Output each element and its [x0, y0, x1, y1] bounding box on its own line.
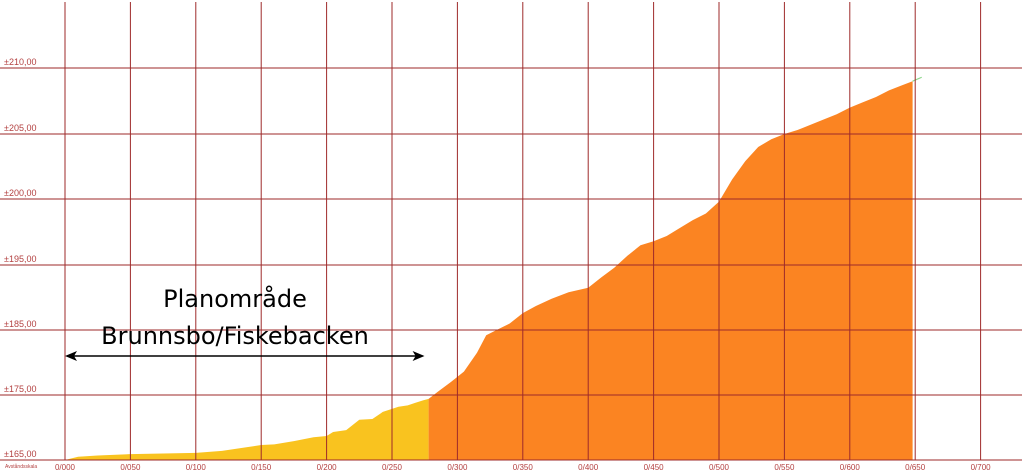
area-series-1: [428, 81, 913, 460]
x-tick-label: 0/300: [447, 463, 468, 472]
x-tick-label: 0/250: [382, 463, 403, 472]
annotation-line-1: Planområde: [163, 284, 307, 313]
x-tick-label: 0/550: [774, 463, 795, 472]
area-series-2: [912, 76, 922, 82]
x-tick-label: 0/150: [251, 463, 272, 472]
x-tick-label: 0/400: [578, 463, 599, 472]
x-tick-label: 0/450: [644, 463, 665, 472]
y-tick-label: ±200,00: [4, 188, 36, 198]
y-tick-label: ±185,00: [4, 319, 36, 329]
y-tick-label: ±175,00: [4, 384, 36, 394]
x-tick-label: 0/200: [317, 463, 338, 472]
y-tick-label: ±195,00: [4, 254, 36, 264]
y-tick-label: ±165,00: [4, 449, 36, 459]
x-tick-label: 0/700: [971, 463, 992, 472]
x-tick-label: 0/050: [120, 463, 141, 472]
x-tick-label: 0/000: [55, 463, 76, 472]
axis-corner-label: Avståndsskala: [5, 463, 37, 470]
area-series-0: [65, 398, 429, 460]
y-axis-tick-labels: ±165,00 ±175,00 ±185,00 ±195,00 ±200,00 ±205,…: [4, 57, 36, 459]
x-axis-tick-labels: 0/000 0/050 0/100 0/150 0/200 0/250 0/300 0/350…: [55, 463, 991, 472]
grid-lines: [0, 2, 1022, 461]
y-tick-label: ±210,00: [4, 57, 36, 67]
x-tick-label: 0/600: [840, 463, 861, 472]
y-tick-label: ±205,00: [4, 123, 36, 133]
x-tick-label: 0/500: [709, 463, 730, 472]
x-tick-label: 0/350: [513, 463, 534, 472]
x-tick-label: 0/100: [186, 463, 207, 472]
area-series-group: [65, 76, 922, 460]
plan-area-annotation: Planområde Brunnsbo/Fiskebacken: [65, 284, 425, 361]
x-tick-label: 0/650: [905, 463, 926, 472]
annotation-line-2: Brunnsbo/Fiskebacken: [101, 322, 369, 350]
